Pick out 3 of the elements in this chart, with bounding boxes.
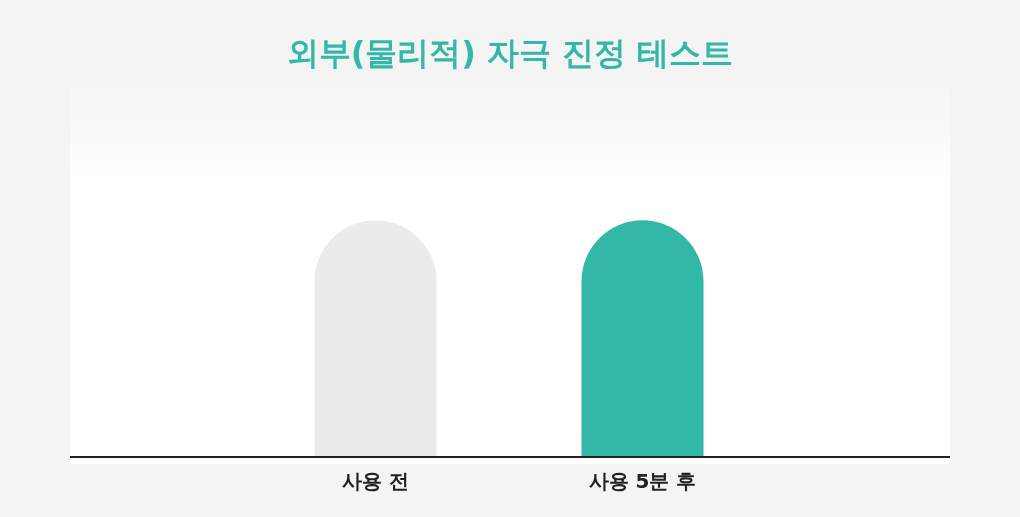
chart-title: 외부(물리적) 자극 진정 테스트: [285, 33, 735, 74]
x-tick-label: 사용 전: [342, 469, 409, 494]
x-tick-label: 사용 5분 후: [588, 469, 697, 494]
